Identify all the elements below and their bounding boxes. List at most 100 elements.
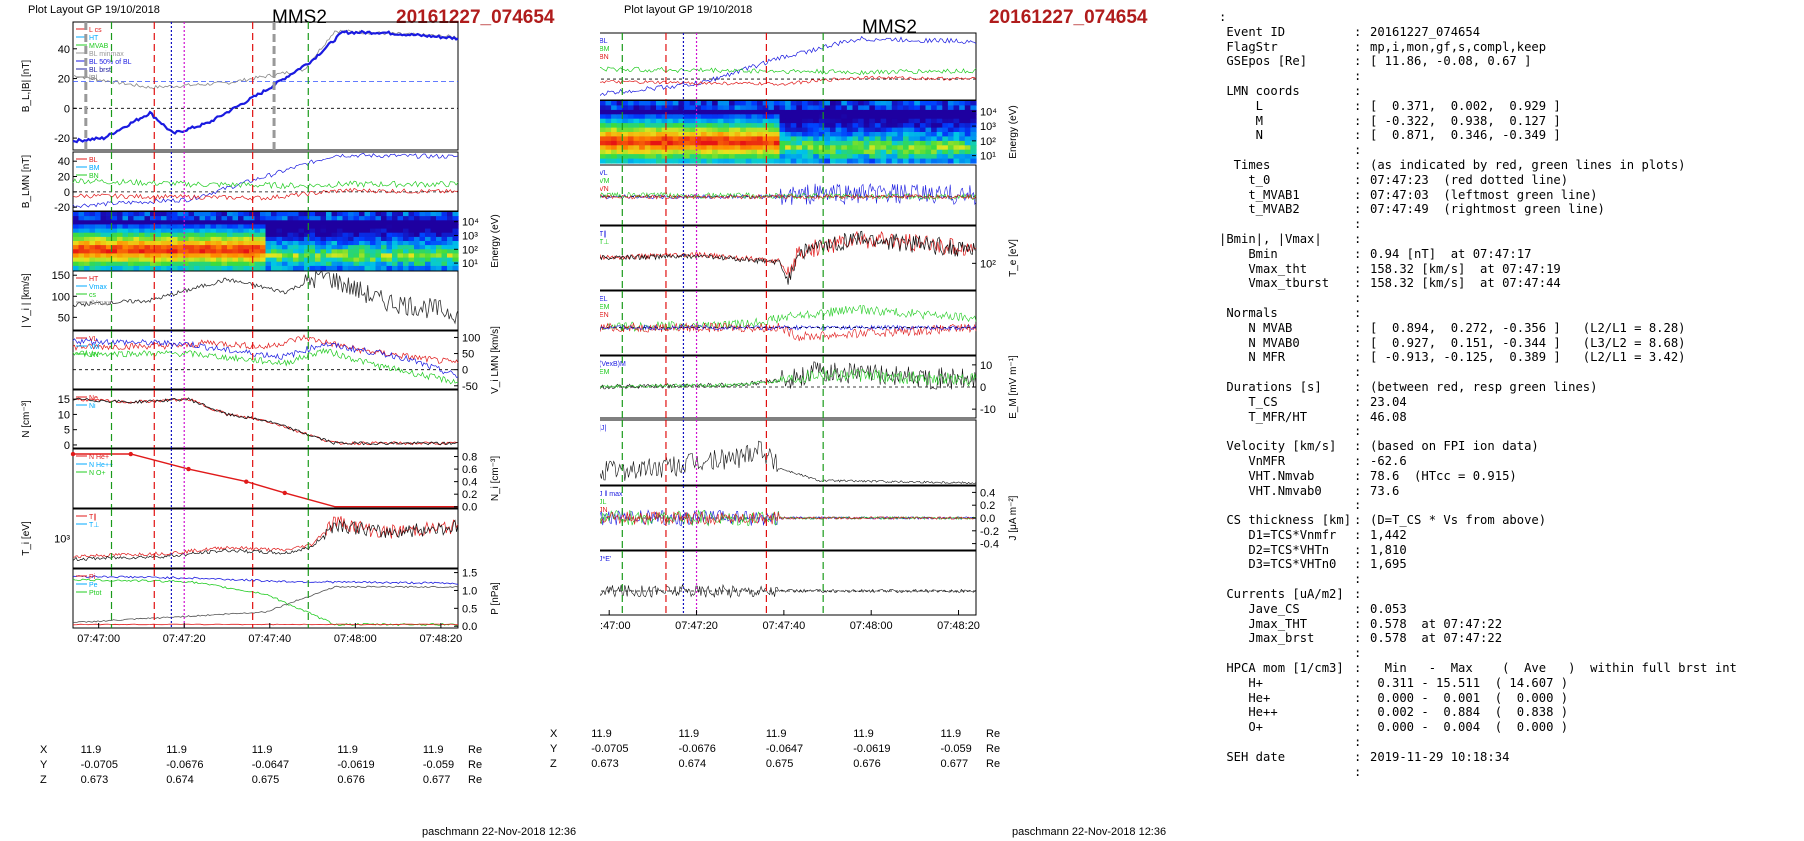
spectrogram-cell bbox=[886, 136, 893, 142]
spectrogram-cell bbox=[600, 105, 606, 111]
spectrogram-cell bbox=[287, 249, 294, 254]
coords-value: 11.9 bbox=[591, 728, 612, 740]
spectrogram-cell bbox=[947, 149, 955, 155]
spectrogram-cell bbox=[430, 212, 437, 217]
spectrogram-cell bbox=[221, 212, 228, 217]
spectrogram-cell bbox=[441, 232, 448, 238]
legend-entry: VL bbox=[600, 170, 608, 177]
spectrogram-cell bbox=[757, 154, 764, 160]
spectrogram-cell bbox=[846, 136, 854, 142]
summary-colon: : bbox=[1354, 69, 1362, 84]
spectrogram-cell bbox=[846, 105, 854, 111]
spectrogram-cell bbox=[221, 265, 228, 271]
spectrogram-cell bbox=[740, 149, 747, 155]
summary-value: (based on FPI ion data) bbox=[1370, 439, 1539, 454]
spectrogram-cell bbox=[414, 216, 421, 221]
summary-value: 1,810 bbox=[1370, 542, 1407, 557]
spectrogram-cell bbox=[161, 261, 168, 267]
summary-key: N MVAB0 bbox=[1219, 335, 1300, 350]
y-tick-label-right: -50 bbox=[462, 381, 478, 393]
legend-entry: |B| bbox=[89, 75, 97, 82]
y-tick-label: -20 bbox=[54, 202, 70, 214]
spectrogram-cell bbox=[852, 109, 859, 115]
summary-colon: : bbox=[1354, 735, 1362, 750]
spectrogram-cell bbox=[447, 236, 454, 242]
spectrogram-cell bbox=[830, 158, 837, 164]
spectrogram-cell bbox=[925, 132, 932, 137]
spectrogram-cell bbox=[959, 127, 966, 133]
spectrogram-cell bbox=[265, 245, 272, 250]
summary-value: 0.000 - 0.001 ( 0.000 ) bbox=[1370, 690, 1569, 705]
spectrogram-cell bbox=[616, 158, 623, 164]
spectrogram-cell bbox=[227, 257, 234, 263]
spectrogram-cell bbox=[813, 132, 820, 137]
spectrogram-cell bbox=[210, 241, 217, 246]
spectrogram-cell bbox=[633, 118, 640, 124]
spectrogram-cell bbox=[684, 132, 691, 137]
spectrogram-cell bbox=[706, 109, 713, 115]
spectrogram-cell bbox=[441, 249, 448, 254]
summary-key: Bmin bbox=[1219, 246, 1278, 261]
spectrogram-cell bbox=[359, 232, 366, 238]
spectrogram-cell bbox=[249, 216, 256, 221]
spectrogram-cell bbox=[970, 101, 977, 106]
spectrogram-cell bbox=[249, 261, 256, 267]
spectrogram-cell bbox=[964, 145, 971, 151]
spectrogram-cell bbox=[757, 136, 764, 142]
spectrogram-cell bbox=[903, 109, 910, 115]
spectrogram-cell bbox=[931, 140, 938, 146]
spectrogram-cell bbox=[729, 154, 736, 160]
spectrogram-cell bbox=[84, 224, 91, 230]
spectrogram-cell bbox=[947, 132, 955, 137]
coords-value: -0.0676 bbox=[166, 759, 204, 771]
y-tick-label: 20 bbox=[58, 74, 70, 86]
legend-entry: N O+ bbox=[89, 470, 106, 477]
spectrogram-cell bbox=[813, 149, 820, 155]
spectrogram-cell bbox=[166, 228, 173, 234]
spectrogram-cell bbox=[903, 114, 910, 120]
spectrogram-cell bbox=[695, 109, 702, 115]
spectrogram-cell bbox=[403, 245, 410, 250]
spectrogram-cell bbox=[199, 232, 206, 238]
spectrogram-cell bbox=[260, 241, 267, 246]
spectrogram-cell bbox=[408, 212, 415, 217]
spectrogram-cell bbox=[73, 216, 80, 221]
spectrogram-cell bbox=[874, 123, 882, 129]
spectrogram-cell bbox=[678, 132, 685, 137]
spectrogram-cell bbox=[161, 216, 168, 221]
spectrogram-cell bbox=[656, 132, 663, 137]
spectrogram-cell bbox=[337, 253, 344, 259]
spectrogram-cell bbox=[835, 132, 842, 137]
spectrogram-cell bbox=[315, 257, 322, 263]
spectrogram-cell bbox=[441, 216, 448, 221]
spectrogram-cell bbox=[199, 253, 206, 259]
spectrogram-cell bbox=[600, 118, 606, 124]
spectrogram-cell bbox=[880, 145, 887, 151]
summary-value: 0.578 at 07:47:22 bbox=[1370, 616, 1503, 631]
spectrogram-cell bbox=[684, 109, 691, 115]
spectrogram-cell bbox=[392, 241, 399, 246]
spectrogram-cell bbox=[364, 241, 371, 246]
spectrogram-cell bbox=[188, 228, 195, 234]
spectrogram-cell bbox=[243, 232, 250, 238]
spectrogram-cell bbox=[227, 236, 234, 242]
spectrogram-cell bbox=[326, 236, 333, 242]
spectrogram-cell bbox=[243, 220, 250, 225]
spectrogram-cell bbox=[717, 132, 724, 137]
spectrogram-cell bbox=[790, 105, 797, 111]
spectrogram-cell bbox=[964, 101, 971, 106]
spectrogram-cell bbox=[320, 216, 327, 221]
spectrogram-cell bbox=[953, 132, 960, 137]
spectrogram-cell bbox=[869, 109, 876, 115]
spectrogram-cell bbox=[790, 158, 797, 164]
spectrogram-cell bbox=[199, 236, 206, 242]
spectrogram-cell bbox=[936, 109, 943, 115]
spectrogram-cell bbox=[672, 101, 679, 106]
spectrogram-cell bbox=[824, 109, 831, 115]
summary-value: [ -0.322, 0.938, 0.127 ] bbox=[1370, 113, 1561, 128]
panel-frame bbox=[600, 32, 977, 101]
spectrogram-cell bbox=[243, 228, 250, 234]
spectrogram-cell bbox=[122, 257, 129, 263]
spectrogram-cell bbox=[161, 228, 168, 234]
y-tick-label-right: 10⁴ bbox=[980, 106, 997, 118]
